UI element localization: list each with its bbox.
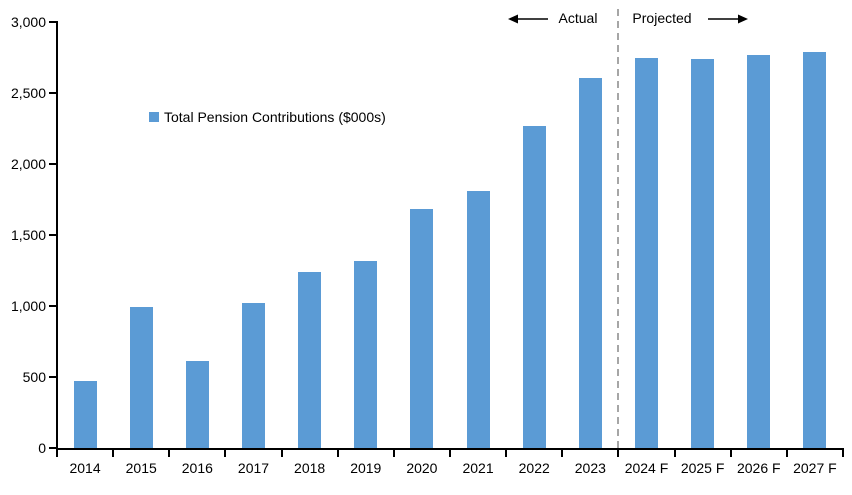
y-tick-label: 2,500 <box>10 85 46 101</box>
bar-2024-f <box>635 57 658 448</box>
y-tick-mark <box>49 447 57 449</box>
y-tick-mark <box>49 376 57 378</box>
x-category-label: 2026 F <box>736 460 781 476</box>
x-tick-mark <box>112 448 115 457</box>
actual-label: Actual <box>558 10 598 26</box>
x-tick-mark <box>168 448 171 457</box>
x-category-label: 2021 <box>462 460 494 476</box>
x-category-label: 2020 <box>406 460 438 476</box>
bar-2020 <box>410 209 434 448</box>
y-tick-label: 1,000 <box>10 298 46 314</box>
y-tick-label: 0 <box>38 440 46 456</box>
y-tick-label: 2,000 <box>10 156 46 172</box>
x-category-label: 2027 F <box>793 460 837 476</box>
x-category-label: 2025 F <box>680 460 725 476</box>
bar-2027-f <box>803 51 827 448</box>
bar-2018 <box>298 271 322 448</box>
bar-2019 <box>354 260 378 448</box>
bar-2016 <box>185 361 209 448</box>
y-tick-label: 3,000 <box>10 14 46 30</box>
x-tick-mark <box>224 448 227 457</box>
x-category-label: 2016 <box>181 460 213 476</box>
x-tick-mark <box>392 448 395 457</box>
x-category-label: 2018 <box>294 460 326 476</box>
y-tick-label: 500 <box>22 369 46 385</box>
y-tick-mark <box>49 21 57 23</box>
x-tick-mark <box>505 448 508 457</box>
x-category-label: 2014 <box>69 460 101 476</box>
x-category-label: 2019 <box>350 460 382 476</box>
y-tick-mark <box>49 234 57 236</box>
x-category-label: 2015 <box>125 460 157 476</box>
x-tick-mark <box>729 448 732 457</box>
bar-2017 <box>242 303 265 448</box>
projected-label: Projected <box>632 10 692 26</box>
actual-arrow-left-icon <box>508 14 548 24</box>
actual-projected-divider <box>617 9 619 449</box>
legend: Total Pension Contributions ($000s) <box>149 109 386 125</box>
x-tick-mark <box>336 448 339 457</box>
x-category-label: 2023 <box>574 460 606 476</box>
legend-swatch-icon <box>149 112 159 122</box>
bar-2025-f <box>691 58 715 448</box>
x-tick-mark <box>617 448 620 457</box>
bar-2014 <box>73 381 97 448</box>
x-category-label: 2022 <box>518 460 550 476</box>
projected-arrow-right-icon <box>708 14 748 24</box>
bar-2015 <box>129 307 153 448</box>
x-tick-mark <box>842 448 844 457</box>
y-tick-mark <box>49 163 57 165</box>
y-axis-line <box>56 21 58 450</box>
x-tick-mark <box>673 448 676 457</box>
y-tick-mark <box>49 92 57 94</box>
bar-2026-f <box>747 55 771 448</box>
legend-label: Total Pension Contributions ($000s) <box>164 109 386 125</box>
y-tick-mark <box>49 305 57 307</box>
y-tick-label: 1,500 <box>10 227 46 243</box>
bar-2021 <box>466 190 490 448</box>
x-tick-mark <box>56 448 58 457</box>
bar-2022 <box>522 125 546 448</box>
x-tick-mark <box>280 448 283 457</box>
x-category-label: 2017 <box>237 460 270 476</box>
x-tick-mark <box>561 448 564 457</box>
x-category-label: 2024 F <box>624 460 669 476</box>
x-tick-mark <box>785 448 788 457</box>
bar-2023 <box>578 78 602 448</box>
x-tick-mark <box>449 448 451 457</box>
